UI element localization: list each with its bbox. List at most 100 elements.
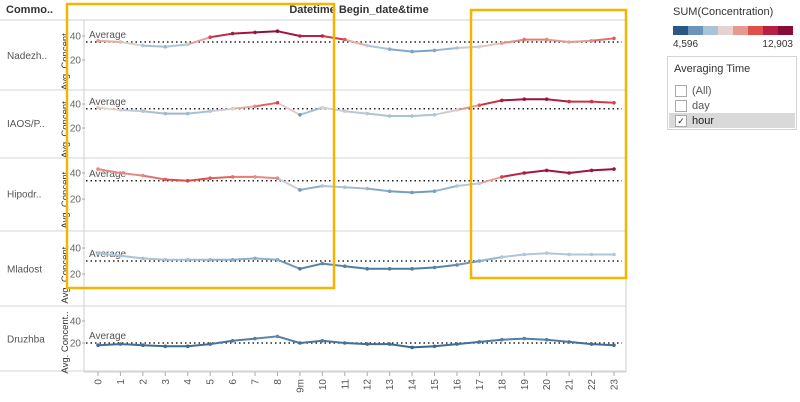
data-point[interactable] bbox=[163, 111, 168, 116]
data-point[interactable] bbox=[522, 171, 527, 175]
data-point[interactable] bbox=[410, 114, 414, 118]
data-point[interactable] bbox=[522, 336, 527, 341]
data-point[interactable] bbox=[477, 103, 482, 107]
data-point[interactable] bbox=[455, 108, 459, 112]
data-point[interactable] bbox=[118, 108, 123, 112]
data-point[interactable] bbox=[320, 261, 325, 266]
data-point[interactable] bbox=[230, 107, 235, 111]
data-point[interactable] bbox=[96, 105, 100, 110]
data-point[interactable] bbox=[230, 339, 235, 343]
data-point[interactable] bbox=[500, 255, 504, 259]
data-point[interactable] bbox=[544, 168, 549, 173]
data-point[interactable] bbox=[455, 184, 459, 188]
data-point[interactable] bbox=[365, 186, 370, 191]
data-point[interactable] bbox=[298, 188, 302, 192]
data-point[interactable] bbox=[141, 43, 145, 48]
data-point[interactable] bbox=[612, 36, 616, 41]
data-point[interactable] bbox=[387, 47, 392, 51]
data-point[interactable] bbox=[567, 171, 571, 175]
data-point[interactable] bbox=[141, 173, 145, 178]
data-point[interactable] bbox=[118, 254, 123, 258]
data-point[interactable] bbox=[589, 342, 594, 346]
data-point[interactable] bbox=[567, 40, 571, 44]
data-point[interactable] bbox=[230, 257, 235, 262]
data-point[interactable] bbox=[230, 175, 235, 179]
checkbox-icon[interactable] bbox=[675, 99, 687, 112]
data-point[interactable] bbox=[163, 177, 168, 182]
data-point[interactable] bbox=[589, 168, 594, 173]
data-point[interactable] bbox=[432, 344, 437, 349]
data-point[interactable] bbox=[118, 171, 123, 175]
data-point[interactable] bbox=[185, 344, 190, 349]
data-point[interactable] bbox=[612, 101, 616, 105]
data-point[interactable] bbox=[275, 176, 280, 180]
data-point[interactable] bbox=[432, 48, 437, 53]
filter-option[interactable]: ✓ hour bbox=[669, 113, 795, 128]
checkbox-icon[interactable] bbox=[675, 84, 687, 97]
data-point[interactable] bbox=[320, 34, 325, 38]
data-point[interactable] bbox=[365, 43, 370, 48]
data-point[interactable] bbox=[410, 267, 414, 271]
data-point[interactable] bbox=[387, 267, 392, 271]
data-point[interactable] bbox=[298, 34, 302, 38]
data-point[interactable] bbox=[163, 45, 168, 49]
data-point[interactable] bbox=[612, 252, 616, 257]
data-point[interactable] bbox=[432, 189, 437, 193]
data-point[interactable] bbox=[522, 37, 527, 42]
data-point[interactable] bbox=[500, 41, 504, 45]
data-point[interactable] bbox=[275, 334, 280, 339]
data-point[interactable] bbox=[253, 104, 257, 109]
data-point[interactable] bbox=[544, 37, 549, 42]
data-point[interactable] bbox=[612, 343, 616, 348]
data-point[interactable] bbox=[185, 179, 190, 183]
data-point[interactable] bbox=[387, 342, 392, 346]
data-point[interactable] bbox=[544, 251, 549, 255]
data-point[interactable] bbox=[275, 257, 280, 262]
data-point[interactable] bbox=[298, 267, 302, 271]
data-point[interactable] bbox=[298, 341, 302, 345]
checkbox-icon[interactable]: ✓ bbox=[675, 114, 687, 127]
data-point[interactable] bbox=[342, 109, 347, 113]
data-point[interactable] bbox=[141, 256, 145, 261]
data-point[interactable] bbox=[589, 39, 594, 43]
data-point[interactable] bbox=[275, 101, 280, 105]
data-point[interactable] bbox=[141, 109, 145, 113]
data-point[interactable] bbox=[342, 37, 347, 42]
filter-option[interactable]: (All) bbox=[669, 83, 795, 98]
data-point[interactable] bbox=[141, 343, 145, 348]
data-point[interactable] bbox=[455, 46, 459, 50]
data-point[interactable] bbox=[567, 340, 571, 344]
data-point[interactable] bbox=[544, 337, 549, 342]
data-point[interactable] bbox=[365, 267, 370, 271]
data-point[interactable] bbox=[253, 30, 257, 35]
data-point[interactable] bbox=[477, 45, 482, 49]
data-point[interactable] bbox=[320, 105, 325, 110]
data-point[interactable] bbox=[208, 342, 212, 346]
data-point[interactable] bbox=[320, 339, 325, 343]
data-point[interactable] bbox=[253, 336, 257, 341]
filter-option[interactable]: day bbox=[669, 98, 795, 113]
data-point[interactable] bbox=[298, 113, 302, 117]
data-point[interactable] bbox=[208, 109, 212, 113]
data-point[interactable] bbox=[522, 97, 527, 101]
data-point[interactable] bbox=[522, 252, 527, 257]
data-point[interactable] bbox=[365, 111, 370, 116]
data-point[interactable] bbox=[567, 252, 571, 257]
data-point[interactable] bbox=[455, 342, 459, 346]
data-point[interactable] bbox=[432, 265, 437, 270]
data-point[interactable] bbox=[253, 175, 257, 179]
data-point[interactable] bbox=[589, 252, 594, 257]
data-point[interactable] bbox=[477, 181, 482, 186]
data-point[interactable] bbox=[253, 256, 257, 261]
data-point[interactable] bbox=[230, 31, 235, 36]
data-point[interactable] bbox=[342, 341, 347, 345]
data-point[interactable] bbox=[96, 39, 100, 43]
data-point[interactable] bbox=[185, 111, 190, 116]
data-point[interactable] bbox=[118, 40, 123, 44]
data-point[interactable] bbox=[208, 35, 212, 39]
data-point[interactable] bbox=[320, 184, 325, 188]
data-point[interactable] bbox=[589, 99, 594, 104]
data-point[interactable] bbox=[410, 345, 414, 350]
data-point[interactable] bbox=[275, 29, 280, 33]
data-point[interactable] bbox=[185, 42, 190, 47]
